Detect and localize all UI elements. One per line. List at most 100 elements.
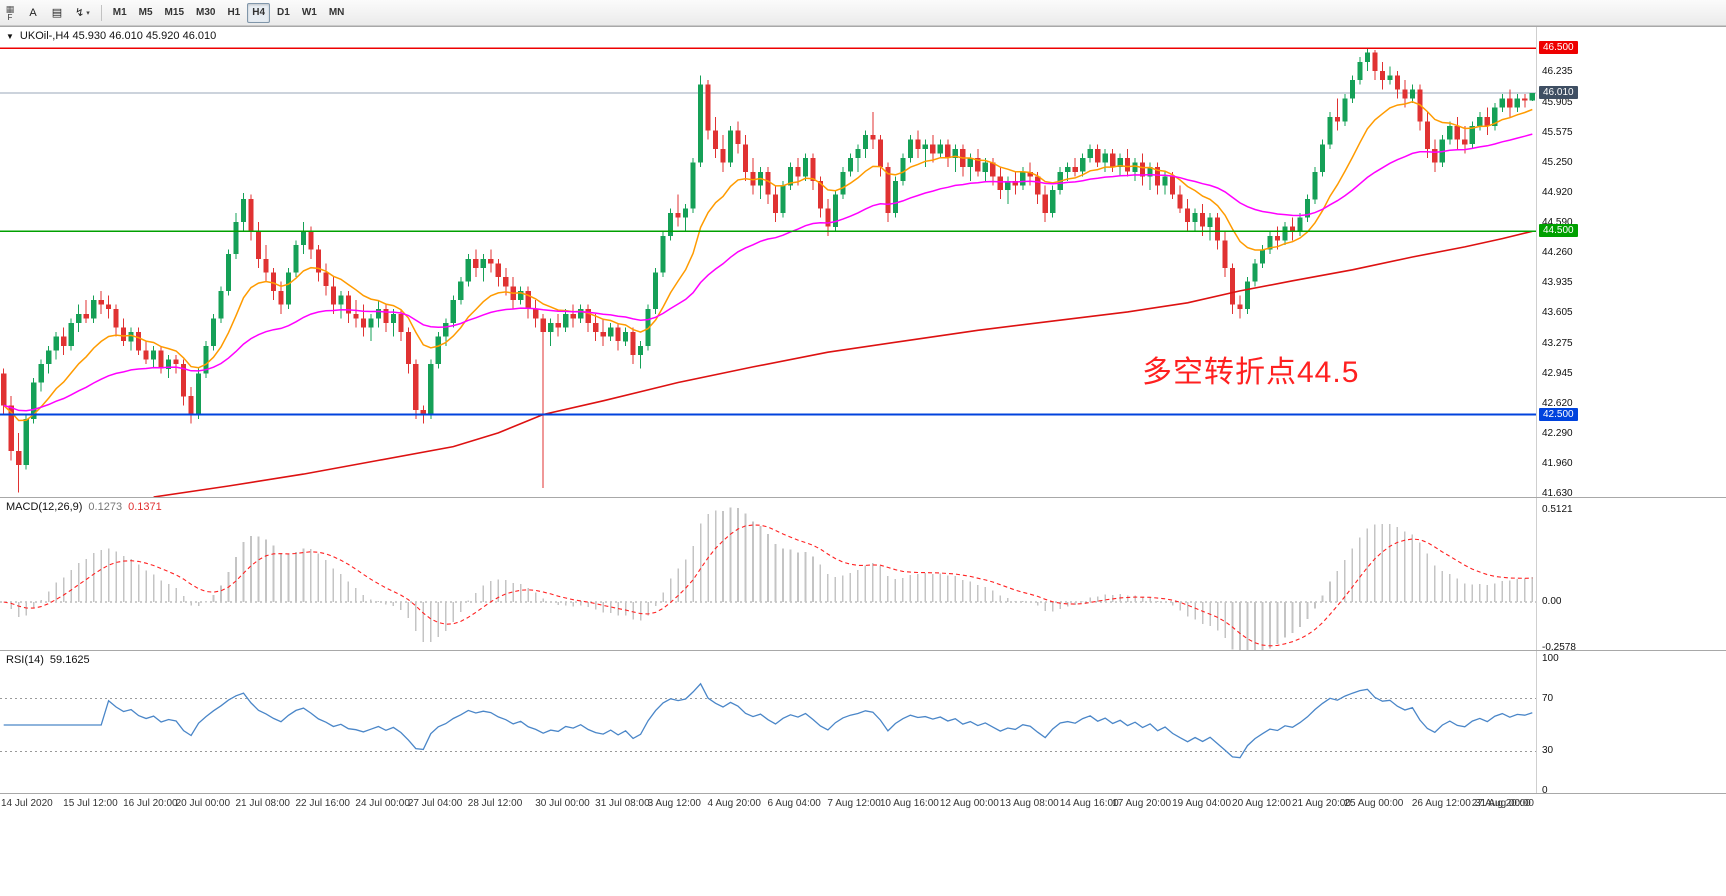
time-label: 10 Aug 16:00 (879, 798, 939, 809)
macd-panel-row: MACD(12,26,9) 0.1273 0.1371 0.5121 0.00 -0… (0, 498, 1726, 654)
text-tool-button[interactable]: ▤ (46, 3, 68, 23)
macd-chart-svg (0, 507, 1536, 650)
toolbar-separator (100, 4, 102, 21)
time-label: 31 Aug 00:00 (1475, 798, 1534, 809)
rsi-axis-label: 100 (1542, 653, 1559, 664)
period-button-h4[interactable]: H4 (247, 2, 271, 23)
price-tick-label: 43.275 (1542, 337, 1573, 349)
macd-axis-label: -0.2578 (1542, 642, 1576, 654)
time-label: 13 Aug 08:00 (999, 798, 1059, 809)
price-tick-label: 44.920 (1542, 186, 1573, 198)
rsi-panel-row: RSI(14) 59.1625 100 70 30 0 (0, 651, 1726, 796)
resistance-line-46500-badge: 46.500 (1539, 41, 1578, 55)
macd-axis-label: 0.5121 (1542, 503, 1573, 515)
text-tool-button-icon: ▤ (51, 7, 63, 19)
panel-separator-3 (0, 793, 1726, 794)
price-chart-svg (0, 47, 1536, 497)
time-label: 3 Aug 12:00 (647, 798, 701, 809)
main-chart-row: ▼ UKOil-,H4 45.930 46.010 45.920 46.010 … (0, 27, 1726, 500)
price-tick-label: 43.605 (1542, 307, 1573, 319)
price-tick-label: 42.620 (1542, 397, 1573, 409)
time-label: 17 Aug 20:00 (1112, 798, 1172, 809)
period-button-d1[interactable]: D1 (277, 7, 290, 18)
rsi-line (3, 682, 1533, 759)
panel-separator-1 (0, 497, 1726, 498)
period-button-m30[interactable]: M30 (196, 7, 216, 18)
time-label: 19 Aug 04:00 (1172, 798, 1232, 809)
toolbar-f-label: F (7, 12, 13, 22)
current-price-badge: 46.010 (1539, 85, 1578, 99)
window-icon[interactable]: ▦ (5, 3, 15, 14)
panel-separator-2 (0, 650, 1726, 651)
price-tick-label: 46.235 (1542, 66, 1573, 78)
macd-axis[interactable]: 0.5121 0.00 -0.2578 (1536, 498, 1725, 654)
price-tick-label: 45.575 (1542, 126, 1573, 138)
macd-signal-line (3, 524, 1533, 647)
time-label: 15 Jul 12:00 (63, 798, 118, 809)
price-tick-label: 42.945 (1542, 367, 1573, 379)
candles-group (1, 48, 1535, 493)
period-button-m15[interactable]: M15 (164, 7, 184, 18)
time-label: 30 Jul 00:00 (535, 798, 590, 809)
macd-histogram (10, 507, 1534, 650)
time-label: 24 Jul 00:00 (355, 798, 410, 809)
rsi-chart-svg (0, 682, 1536, 759)
macd-plot[interactable]: MACD(12,26,9) 0.1273 0.1371 (0, 498, 1536, 650)
ma-fast-line (3, 101, 1533, 422)
support-line-42500-badge: 42.500 (1539, 407, 1578, 421)
price-tick-label: 42.290 (1542, 427, 1573, 439)
period-buttons-group: M1 M5 M15 M30 H1 H4 D1 W1 MN (107, 2, 351, 23)
price-tick-label: 44.590 (1542, 217, 1573, 229)
ma-slow-line (153, 230, 1533, 497)
rsi-plot[interactable]: RSI(14) 59.1625 (0, 651, 1536, 793)
time-label: 4 Aug 20:00 (707, 798, 761, 809)
draw-tool-button-icon: ↯ (75, 7, 85, 19)
time-label: 31 Jul 08:00 (595, 798, 650, 809)
price-tick-label: 45.250 (1542, 156, 1573, 168)
rsi-axis-label: 0 (1542, 785, 1548, 796)
time-label: 6 Aug 04:00 (767, 798, 821, 809)
time-label: 25 Aug 00:00 (1344, 798, 1404, 809)
period-button-h1[interactable]: H1 (227, 7, 241, 18)
rsi-axis-label: 70 (1542, 692, 1554, 704)
rsi-axis-label: 30 (1542, 745, 1554, 757)
toolbar-corner: ▦ F (2, 4, 18, 22)
time-label: 27 Jul 04:00 (407, 798, 463, 809)
price-axis[interactable]: 46.235 45.905 45.575 45.250 44.920 44.590 44.2… (1536, 27, 1725, 500)
drawing-tools-group: A ▤ ↯ ▾ (21, 3, 96, 23)
price-tick-label: 41.630 (1542, 488, 1573, 500)
period-button-mn[interactable]: MN (328, 7, 345, 18)
pivot-line-44500-badge: 44.500 (1539, 224, 1578, 238)
toolbar: ▦ F A ▤ ↯ ▾ M1 M5 M15 M30 H1 H4 D1 W1 MN (0, 0, 1726, 26)
time-label: 26 Aug 12:00 (1411, 798, 1471, 809)
macd-axis-label: 0.00 (1542, 596, 1562, 607)
ma-mid-line (3, 133, 1533, 412)
rsi-axis[interactable]: 100 70 30 0 (1536, 651, 1725, 796)
time-label: 7 Aug 12:00 (827, 798, 881, 809)
price-tick-label: 44.260 (1542, 247, 1573, 259)
time-label: 21 Aug 20:00 (1291, 798, 1351, 809)
period-button-m1[interactable]: M1 (112, 7, 127, 18)
time-label: 20 Jul 00:00 (175, 798, 231, 809)
chart-window-top-border (0, 26, 1726, 27)
time-label: 12 Aug 00:00 (939, 798, 999, 809)
main-price-plot[interactable]: ▼ UKOil-,H4 45.930 46.010 45.920 46.010 … (0, 27, 1536, 497)
price-tick-label: 45.905 (1542, 96, 1573, 108)
time-label: 14 Aug 16:00 (1059, 798, 1119, 809)
annotate-a-button[interactable]: A (22, 3, 44, 23)
time-label: 28 Jul 12:00 (467, 798, 523, 809)
time-label: 16 Jul 20:00 (123, 798, 178, 809)
time-axis[interactable]: 14 Jul 2020 15 Jul 12:00 16 Jul 20:00 20 Ju… (0, 794, 1726, 816)
period-button-w1[interactable]: W1 (301, 7, 317, 18)
chevron-down-icon: ▾ (86, 9, 90, 17)
price-tick-label: 41.960 (1542, 458, 1573, 470)
time-label: 20 Aug 12:00 (1232, 798, 1291, 809)
price-tick-label: 43.935 (1542, 277, 1573, 289)
draw-tool-button[interactable]: ↯ ▾ (70, 3, 95, 23)
time-label: 27 Aug 20:00 (1471, 798, 1531, 809)
time-label: 22 Jul 16:00 (295, 798, 350, 809)
time-label: 21 Jul 08:00 (235, 798, 291, 809)
time-label: 14 Jul 2020 (1, 798, 53, 809)
annotate-a-button-icon: A (29, 6, 37, 19)
period-button-m5[interactable]: M5 (138, 7, 153, 18)
